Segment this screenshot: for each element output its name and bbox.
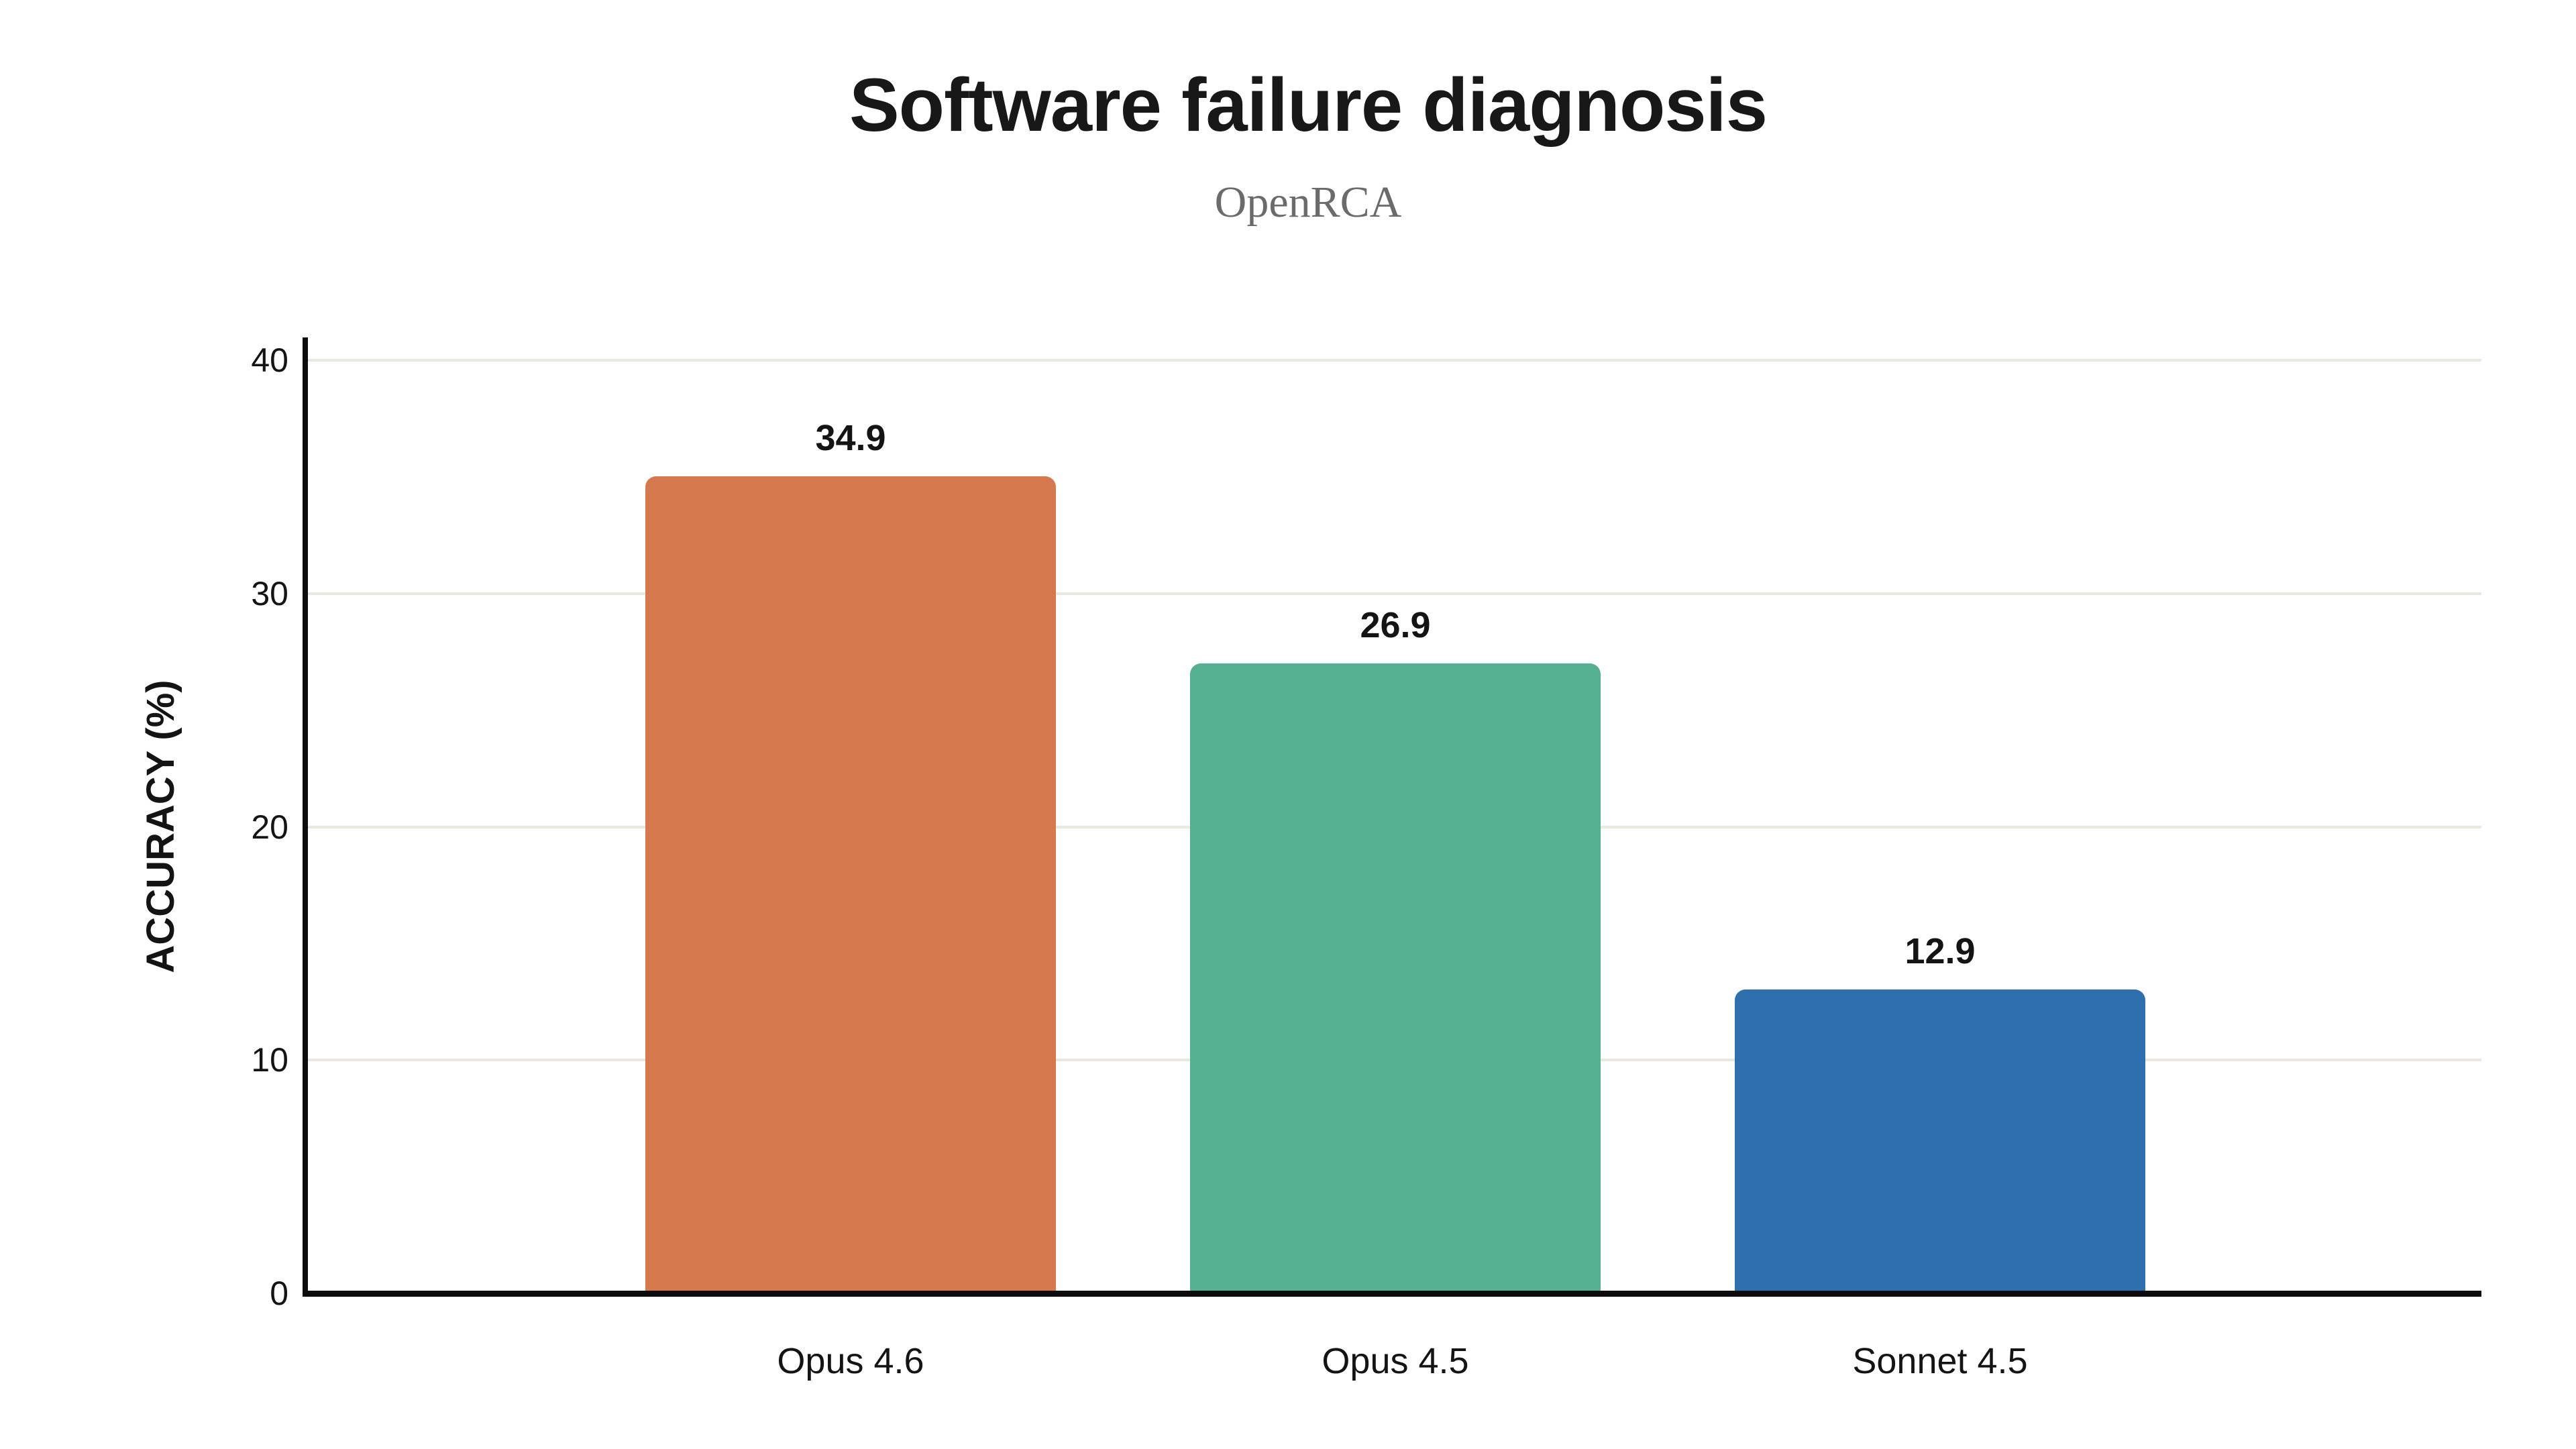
bar-opus-4-5 — [1190, 663, 1601, 1291]
chart-title: Software failure diagnosis — [849, 63, 1768, 147]
y-tick-label-30: 30 — [251, 574, 288, 612]
x-tick-label: Opus 4.6 — [777, 1341, 924, 1381]
chart-subtitle: OpenRCA — [1214, 178, 1402, 227]
bar-value-label: 26.9 — [1360, 604, 1431, 645]
y-tick-label-0: 0 — [270, 1275, 288, 1312]
y-tick-label-20: 20 — [251, 808, 288, 846]
x-tick-label: Sonnet 4.5 — [1852, 1341, 2028, 1381]
bar-opus-4-6 — [645, 476, 1056, 1291]
x-axis-line — [303, 1291, 2481, 1297]
bar-sonnet-4-5 — [1735, 989, 2145, 1291]
bar-value-label: 34.9 — [815, 418, 886, 459]
gridline-y-40 — [308, 359, 2481, 362]
y-tick-label-10: 10 — [251, 1041, 288, 1079]
bar-value-label: 12.9 — [1904, 931, 1976, 972]
x-tick-label: Opus 4.5 — [1322, 1341, 1469, 1381]
y-axis-line — [303, 337, 308, 1297]
y-tick-label-40: 40 — [251, 341, 288, 379]
gridline-y-30 — [308, 592, 2481, 595]
